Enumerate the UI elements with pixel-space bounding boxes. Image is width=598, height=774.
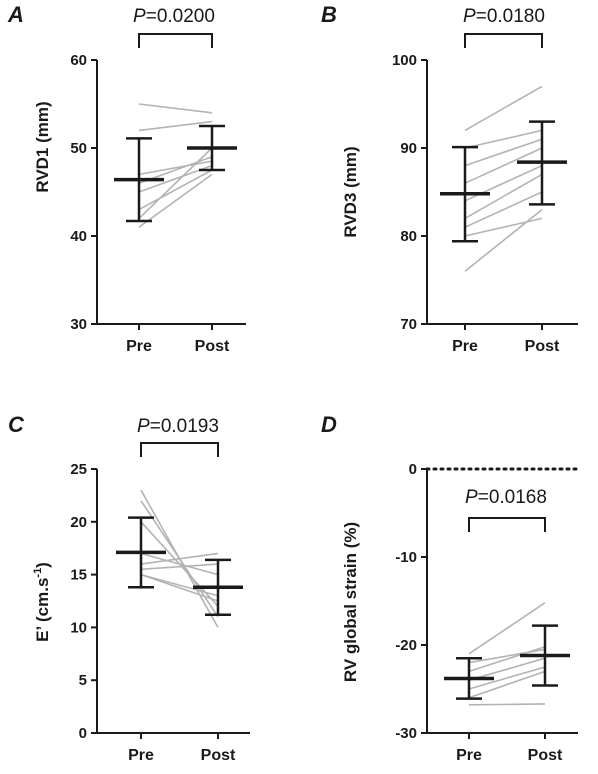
y-tick-label: 25 [70,461,87,478]
y-tick-label: 20 [70,514,87,531]
p-value-label: P=0.0168 [465,487,547,508]
y-tick-label: 40 [70,228,87,245]
y-tick-label: 100 [392,52,417,69]
panel-letter: D [321,412,337,437]
individual-line [140,552,219,576]
y-tick-label: 10 [70,619,87,636]
individual-line [140,563,219,571]
individual-line [464,208,543,272]
y-tick-label: 70 [400,316,417,333]
individual-line [138,120,213,132]
x-tick-label: Pre [452,338,478,355]
individual-line [468,602,546,655]
p-value-label: P=0.0200 [133,6,215,27]
panel-b: B P=0.0180 RVD3 (mm) 70 80 90 100 Pre Post [321,2,578,355]
individual-line [468,666,546,690]
individual-line [138,160,213,176]
individual-line [468,670,546,699]
panel-c: C P=0.0193 E’ (cm.s-1) 0 5 10 15 20 25 Pre Post [8,412,250,764]
y-tick-label: 30 [70,316,87,333]
significance-bracket [464,33,543,48]
individual-line [468,645,546,673]
y-tick-label: 50 [70,140,87,157]
x-tick-label: Pre [456,747,482,764]
individual-line [464,129,543,149]
y-axis-label: RVD1 (mm) [33,101,52,192]
y-tick-label: 90 [400,140,417,157]
y-axis-label: RVD3 (mm) [341,146,360,237]
individual-line [464,147,543,184]
panel-letter: A [7,2,24,27]
individual-line [138,169,213,211]
significance-bracket [140,442,219,457]
individual-line [464,217,543,237]
y-tick-label: 0 [409,461,417,478]
individual-line [464,173,543,220]
panel-a: A P=0.0200 RVD1 (mm) 30 40 50 60 Pre Post [7,2,246,355]
significance-bracket [468,517,546,532]
y-tick-label: 15 [70,567,87,584]
y-tick-label: 80 [400,228,417,245]
y-tick-label: 0 [79,725,87,742]
x-tick-label: Pre [126,338,152,355]
x-tick-label: Post [525,338,560,355]
individual-line [464,138,543,167]
y-axis-label: RV global strain (%) [341,522,360,682]
y-tick-label: 5 [79,672,87,689]
individual-line [140,573,219,602]
x-tick-label: Post [195,338,230,355]
individual-line [140,573,219,597]
panel-d: D P=0.0168 RV global strain (%) -30 -20 -1… [321,412,580,764]
p-value-label: P=0.0193 [137,416,219,437]
individual-line [464,191,543,228]
x-tick-label: Post [528,747,563,764]
individual-line [138,147,213,219]
y-tick-label: 60 [70,52,87,69]
individual-line [140,552,219,565]
y-tick-label: -30 [395,725,417,742]
y-tick-label: -10 [395,549,417,566]
y-axis-label: E’ (cm.s-1) [32,562,52,642]
individual-line [138,103,213,114]
panel-letter: B [321,2,337,27]
x-tick-label: Pre [128,747,154,764]
y-tick-label: -20 [395,637,417,654]
significance-bracket [138,33,213,48]
individual-line [464,85,543,132]
x-tick-label: Post [201,747,236,764]
panel-letter: C [8,412,25,437]
individual-line [468,657,546,681]
p-value-label: P=0.0180 [463,6,545,27]
individual-line [138,173,213,228]
individual-line [468,703,546,706]
